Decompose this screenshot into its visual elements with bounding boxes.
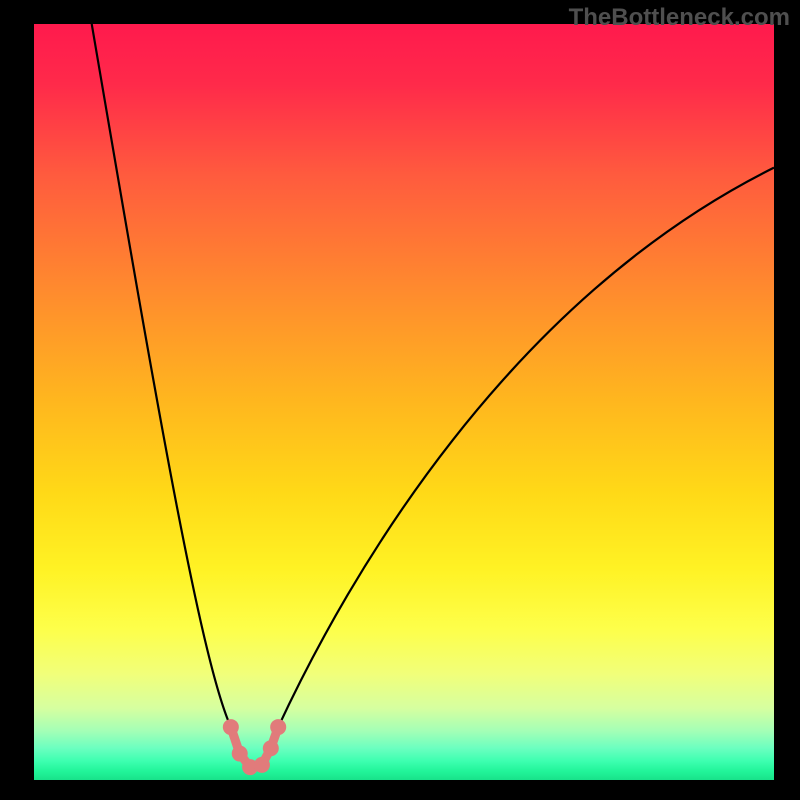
valley-marker-dot	[263, 740, 279, 756]
plot-area	[34, 24, 774, 780]
valley-marker-dot	[223, 719, 239, 735]
valley-marker-dot	[254, 757, 270, 773]
valley-marker-dot	[232, 746, 248, 762]
watermark-text: TheBottleneck.com	[569, 4, 790, 32]
chart-stage	[0, 0, 800, 800]
valley-marker-dot	[270, 719, 286, 735]
